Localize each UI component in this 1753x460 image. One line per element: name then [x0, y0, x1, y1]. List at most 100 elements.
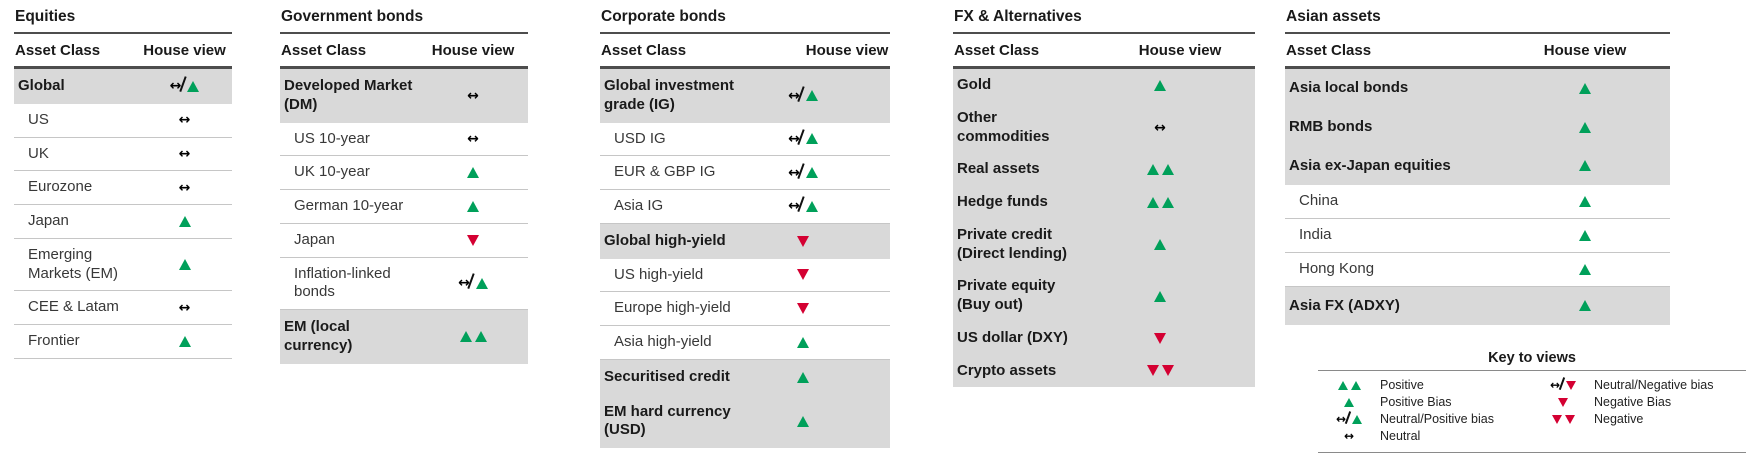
- asset-class-label: US dollar (DXY): [957, 328, 1068, 346]
- left-right-arrow-icon: ↔: [178, 112, 191, 129]
- house-view-cell: ↔: [418, 276, 528, 290]
- table-row: Asia high-yield: [600, 326, 890, 360]
- table-header: Asset Class House view: [600, 34, 890, 69]
- left-right-arrow-icon: ↔: [1343, 429, 1355, 443]
- double-down-triangle-icon: [1146, 365, 1174, 377]
- legend-label: Positive Bias: [1380, 395, 1452, 409]
- asset-class-label: German 10-year: [294, 197, 404, 214]
- asset-class-label: USD IG: [614, 129, 666, 147]
- table-row: Asia ex-Japan equities: [1285, 146, 1670, 186]
- asset-class-label: Japan: [28, 212, 69, 229]
- government-bonds-table: Government bonds Asset Class House view …: [280, 6, 528, 364]
- table-row: Real assets: [953, 153, 1255, 186]
- asset-class-label: US 10-year: [294, 129, 370, 147]
- house-view-cell: [1500, 160, 1670, 172]
- asset-class-label: Private equity (Buy out): [957, 277, 1056, 313]
- double-up-triangle-icon: [1146, 164, 1174, 176]
- table-row: Global investment grade (IG) ↔: [600, 69, 890, 123]
- house-view-header: House view: [805, 42, 889, 59]
- table-row: Global high-yield: [600, 223, 890, 259]
- legend-item: Positive: [1318, 378, 1532, 392]
- table-title: Government bonds: [280, 6, 528, 34]
- table-row: US 10-year ↔: [280, 123, 528, 157]
- table-row: Private credit (Direct lending): [953, 218, 1255, 271]
- corporate-bonds-table: Corporate bonds Asset Class House view G…: [600, 6, 890, 448]
- up-triangle-icon: [1579, 300, 1591, 312]
- legend-icon-cell: ↔: [1532, 379, 1594, 391]
- table-row: Asia local bonds: [1285, 69, 1670, 108]
- table-row: Hong Kong: [1285, 253, 1670, 287]
- house-view-cell: [418, 167, 528, 179]
- down-triangle-icon: [797, 303, 809, 315]
- house-view-cell: [1085, 239, 1235, 250]
- up-triangle-icon: [1579, 82, 1591, 94]
- house-view-cell: ↔: [760, 199, 846, 213]
- asset-class-label: Asia ex-Japan equities: [1289, 156, 1451, 174]
- legend-icon-cell: ↔: [1318, 430, 1380, 442]
- down-triangle-icon: [797, 269, 809, 281]
- asset-class-header: Asset Class: [281, 42, 367, 59]
- house-view-cell: [1085, 79, 1235, 91]
- table-rows: Gold Other commodities ↔ Real assets Hedge f…: [953, 69, 1255, 388]
- house-view-cell: [1085, 365, 1235, 377]
- neutral-positive-bias-icon: ↔: [788, 199, 818, 213]
- down-triangle-icon: [797, 235, 809, 247]
- asset-class-label: Global investment grade (IG): [604, 77, 735, 113]
- table-row: Private equity (Buy out): [953, 270, 1255, 322]
- table-row: Asia IG ↔: [600, 190, 890, 224]
- table-row: US dollar (DXY): [953, 321, 1255, 355]
- table-row: US high-yield: [600, 259, 890, 293]
- left-right-arrow-icon: ↔: [1154, 119, 1166, 136]
- neutral-positive-bias-icon: ↔: [1336, 413, 1363, 425]
- house-view-cell: [1500, 263, 1670, 275]
- table-row: CEE & Latam ↔: [14, 291, 232, 325]
- table-rows: Asia local bonds RMB bonds Asia ex-Japan e…: [1285, 69, 1670, 326]
- table-row: EM (local currency): [280, 310, 528, 364]
- house-view-header: House view: [143, 42, 226, 59]
- asset-class-label: Europe high-yield: [614, 299, 731, 317]
- legend-right-column: ↔ Neutral/Negative bias Negative Bias Negat…: [1532, 375, 1746, 446]
- asset-class-label: EM (local currency): [284, 318, 353, 354]
- table-rows: Global investment grade (IG) ↔ USD IG ↔ EUR …: [600, 69, 890, 448]
- house-view-cell: [137, 215, 232, 227]
- house-view-cell: [1085, 290, 1235, 302]
- house-view-cell: [1500, 82, 1670, 94]
- up-triangle-icon: [1154, 79, 1166, 91]
- house-view-cell: [1500, 121, 1670, 133]
- house-view-cell: [760, 371, 846, 383]
- house-view-cell: [760, 336, 846, 348]
- up-triangle-icon: [1579, 263, 1591, 275]
- asset-class-label: CEE & Latam: [28, 298, 119, 316]
- up-triangle-icon: [178, 215, 191, 227]
- asset-class-label: Asia local bonds: [1289, 79, 1409, 96]
- house-view-cell: ↔: [137, 181, 232, 195]
- table-row: Other commodities ↔: [953, 101, 1255, 154]
- table-title: Asian assets: [1285, 6, 1670, 34]
- house-view-cell: [1085, 196, 1235, 208]
- house-view-cell: [418, 234, 528, 246]
- up-triangle-icon: [467, 167, 479, 179]
- legend-icon-cell: [1318, 397, 1380, 407]
- asset-class-label: Hedge funds: [957, 193, 1048, 210]
- asset-class-label: Frontier: [28, 332, 80, 349]
- asset-class-header: Asset Class: [954, 42, 1040, 59]
- house-view-header: House view: [1543, 42, 1627, 59]
- legend-item: ↔ Neutral: [1318, 429, 1532, 443]
- table-row: Asia FX (ADXY): [1285, 286, 1670, 326]
- house-view-cell: [760, 303, 846, 315]
- up-triangle-icon: [1579, 160, 1591, 172]
- legend-label: Neutral: [1380, 429, 1421, 443]
- table-row: India: [1285, 219, 1670, 253]
- house-view-cell: ↔: [137, 301, 232, 315]
- double-up-triangle-icon: [1337, 380, 1361, 390]
- neutral-positive-bias-icon: ↔: [788, 132, 818, 146]
- asset-class-label: Japan: [294, 230, 335, 248]
- house-view-cell: ↔: [1085, 121, 1235, 135]
- asset-class-label: Global: [18, 77, 65, 94]
- house-view-cell: [1500, 300, 1670, 312]
- house-view-cell: ↔: [760, 132, 846, 146]
- table-row: Europe high-yield: [600, 292, 890, 326]
- legend-item: Negative: [1532, 412, 1746, 426]
- legend-item: Negative Bias: [1532, 395, 1746, 409]
- house-view-cell: [137, 259, 232, 270]
